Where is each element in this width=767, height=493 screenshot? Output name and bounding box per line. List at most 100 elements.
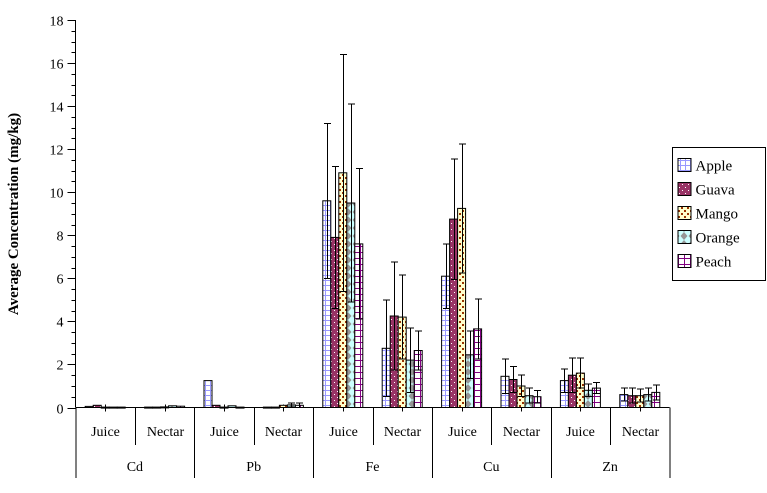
bar-apple-pb-nectar <box>262 406 272 409</box>
error-bar-mango-fe-nectar <box>399 274 406 360</box>
error-bar-peach-cu-nectar <box>534 389 541 404</box>
error-bar-guava-fe-juice <box>332 165 339 309</box>
bar-orange-cd-nectar <box>168 405 178 408</box>
legend-label-apple: Apple <box>696 159 733 175</box>
bar-apple-fe-juice <box>322 200 332 408</box>
bar-apple-cd-nectar <box>144 406 154 409</box>
x-group-label-pb: Pb <box>246 460 261 475</box>
legend: Apple Guava Mango Orange Peach <box>672 147 766 281</box>
bar-peach-cd-nectar <box>176 405 186 409</box>
error-bar-guava-fe-nectar <box>391 261 398 371</box>
legend-swatch-orange <box>677 230 692 244</box>
bar-guava-pb-nectar <box>270 406 280 409</box>
x-category-label-nectar: Nectar <box>384 425 422 440</box>
bar-peach-fe-juice <box>354 243 364 408</box>
error-bar-mango-cu-juice <box>459 143 466 274</box>
y-tick-label: 18 <box>50 15 64 30</box>
bar-peach-cu-juice <box>473 328 483 408</box>
legend-item-guava: Guava <box>677 182 735 199</box>
error-bar-apple-fe-juice <box>324 122 331 279</box>
bar-guava-cd-juice <box>92 404 102 408</box>
error-bar-peach-pb-nectar <box>296 402 303 408</box>
legend-label-peach: Peach <box>696 255 732 271</box>
x-group-label-fe: Fe <box>366 460 380 475</box>
x-group-label-cd: Cd <box>127 460 143 475</box>
legend-swatch-apple <box>677 158 692 172</box>
bar-mango-zn-nectar <box>635 395 645 409</box>
x-group-label-cu: Cu <box>483 460 499 475</box>
bar-apple-cd-juice <box>84 405 94 408</box>
bar-orange-fe-juice <box>346 202 356 408</box>
x-category-label-nectar: Nectar <box>147 425 185 440</box>
bar-mango-pb-nectar <box>278 404 288 408</box>
bar-guava-fe-juice <box>330 236 340 408</box>
bar-peach-pb-juice <box>235 406 245 409</box>
y-tick-label: 8 <box>57 230 64 245</box>
y-tick-label: 16 <box>50 58 64 73</box>
error-bar-mango-zn-juice <box>577 357 584 389</box>
error-bar-apple-cu-nectar <box>502 358 509 395</box>
error-bar-guava-zn-juice <box>569 357 576 393</box>
y-tick-label: 4 <box>57 316 64 331</box>
y-axis: 0 2 4 6 8 10 12 14 16 18 <box>50 15 76 418</box>
legend-swatch-peach <box>677 254 692 268</box>
bar-peach-cd-juice <box>116 406 126 409</box>
y-tick-label: 0 <box>57 403 64 418</box>
y-tick-label: 6 <box>57 273 64 288</box>
x-group-label-zn: Zn <box>602 460 618 475</box>
bar-mango-cu-juice <box>457 207 467 408</box>
x-category-label-juice: Juice <box>448 425 477 440</box>
bar-apple-cu-juice <box>441 275 451 409</box>
error-bars <box>288 53 660 408</box>
x-category-label-nectar: Nectar <box>622 425 660 440</box>
error-bar-orange-zn-juice <box>585 383 592 398</box>
x-category-label-juice: Juice <box>210 425 239 440</box>
bar-mango-pb-juice <box>219 406 229 409</box>
legend-label-mango: Mango <box>696 207 739 223</box>
bar-guava-pb-juice <box>211 404 221 408</box>
error-bar-apple-fe-nectar <box>383 299 390 398</box>
x-category-label-nectar: Nectar <box>503 425 541 440</box>
bar-series <box>84 172 661 409</box>
bar-mango-cd-juice <box>100 406 110 409</box>
error-bar-peach-zn-juice <box>593 382 600 395</box>
legend-label-guava: Guava <box>696 183 735 199</box>
legend-item-mango: Mango <box>677 206 739 223</box>
error-bar-mango-fe-juice <box>340 53 347 292</box>
y-tick-label: 2 <box>57 359 64 374</box>
error-bar-peach-zn-nectar <box>653 384 660 401</box>
error-bar-orange-pb-nectar <box>288 402 295 408</box>
error-bar-orange-cu-nectar <box>526 387 533 404</box>
bar-mango-fe-juice <box>338 172 348 408</box>
bar-apple-pb-juice <box>203 380 213 409</box>
error-bar-guava-zn-nectar <box>629 387 636 404</box>
legend-item-orange: Orange <box>677 230 740 247</box>
error-bar-mango-cu-nectar <box>518 374 525 398</box>
y-axis-title: Average Concentration (mg/kg) <box>6 113 22 315</box>
bar-mango-cd-nectar <box>160 406 170 409</box>
x-category-label-juice: Juice <box>329 425 358 440</box>
bar-orange-cd-juice <box>108 406 118 409</box>
legend-label-orange: Orange <box>696 231 740 247</box>
y-tick-label: 12 <box>50 144 64 159</box>
legend-item-peach: Peach <box>677 254 732 271</box>
legend-item-apple: Apple <box>677 158 733 175</box>
y-tick-label: 10 <box>50 187 64 202</box>
x-axis: Juice Nectar Juice Nectar Juice Nectar Juice Ne… <box>75 404 671 478</box>
error-bar-mango-zn-nectar <box>637 388 644 403</box>
error-bar-peach-fe-juice <box>356 168 363 320</box>
x-category-label-juice: Juice <box>91 425 120 440</box>
error-bar-apple-cu-juice <box>443 243 450 309</box>
error-bar-apple-zn-juice <box>561 368 568 393</box>
y-tick-label: 14 <box>50 101 64 116</box>
x-category-label-nectar: Nectar <box>265 425 303 440</box>
error-bar-peach-cu-juice <box>475 298 482 360</box>
x-category-label-juice: Juice <box>566 425 595 440</box>
bar-guava-zn-nectar <box>627 395 637 409</box>
error-bar-guava-cu-nectar <box>510 366 517 393</box>
error-bar-guava-cu-juice <box>451 158 458 280</box>
bar-guava-cd-nectar <box>152 406 162 409</box>
legend-swatch-guava <box>677 182 692 196</box>
bar-guava-cu-juice <box>449 218 459 408</box>
